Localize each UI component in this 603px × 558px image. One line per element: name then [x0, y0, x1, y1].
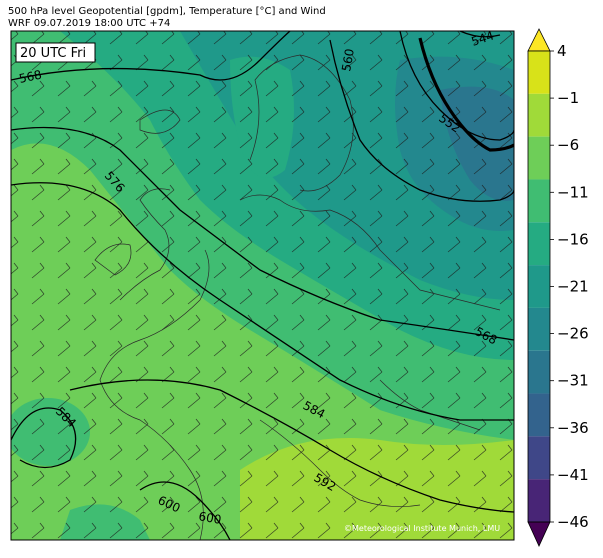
- temperature-field: 544 552 560 568 568 576 584 584 592 600 …: [11, 31, 514, 540]
- contour-552-thick: [418, 37, 514, 152]
- contour-label: 560: [339, 48, 357, 73]
- contour-label: 600: [197, 509, 222, 527]
- colorbar-segment: [528, 436, 550, 480]
- colorbar-tick-label: −21: [557, 278, 589, 296]
- colorbar-tick-label: −1: [557, 89, 579, 107]
- run-info: WRF 09.07.2019 18:00 UTC +74: [8, 18, 171, 29]
- copyright-text: ©Meteorological Institute Munich, LMU: [344, 524, 500, 533]
- colorbar-tick-label: −6: [557, 136, 579, 154]
- colorbar-tick-label: −31: [557, 372, 589, 390]
- colorbar-segment: [528, 179, 550, 223]
- map-title: 500 hPa level Geopotential [gpdm], Tempe…: [8, 6, 326, 17]
- geopotential-contours: [11, 31, 514, 540]
- colorbar-segment: [528, 222, 550, 266]
- time-label-text: 20 UTC Fri: [20, 46, 86, 61]
- colorbar-tick-label: −36: [557, 419, 589, 437]
- colorbar: 4 −1 −6 −11 −16 −21 −26 −31 −36 −41 −46: [527, 28, 589, 547]
- time-label: 20 UTC Fri: [15, 42, 96, 63]
- colorbar-tick-label: −11: [557, 183, 589, 201]
- colorbar-tick-label: 4: [557, 42, 567, 60]
- colorbar-min-arrow: [527, 521, 551, 547]
- colorbar-segment: [528, 136, 550, 180]
- colorbar-segment: [528, 93, 550, 137]
- colorbar-segment: [528, 265, 550, 308]
- colorbar-segment: [528, 393, 550, 437]
- colorbar-segment: [528, 51, 550, 94]
- coastlines: [94, 54, 501, 540]
- colorbar-segment: [528, 479, 550, 522]
- colorbar-segment: [528, 350, 550, 394]
- colorbar-max-arrow: [527, 28, 551, 52]
- contour-label: 568: [18, 67, 43, 85]
- colorbar-tick-label: −26: [557, 325, 589, 343]
- colorbar-segment: [528, 307, 550, 351]
- map-frame: [10, 30, 515, 541]
- colorbar-tick-label: −16: [557, 230, 589, 248]
- colorbar-tick-label: −41: [557, 466, 589, 484]
- colorbar-tick-label: −46: [557, 513, 589, 531]
